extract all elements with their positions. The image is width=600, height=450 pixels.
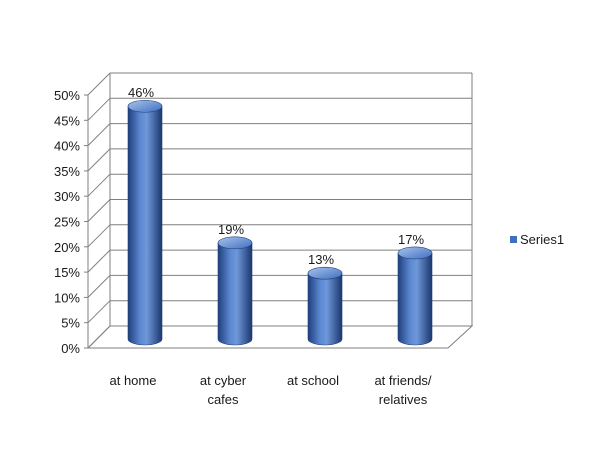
y-tick-label: 50% xyxy=(54,88,80,103)
bar-body xyxy=(127,105,163,346)
y-axis-ticks: 0% 5% 10% 15% 20% 25% 30% 35% 40% 45% 50% xyxy=(54,88,88,356)
bar-2[interactable] xyxy=(217,236,253,346)
x-category-label: at school xyxy=(287,373,339,388)
data-label: 17% xyxy=(398,232,424,247)
bar-body xyxy=(397,252,433,346)
y-tick-label: 25% xyxy=(54,215,80,230)
gridline-side xyxy=(87,325,111,349)
bar-4[interactable] xyxy=(397,246,433,346)
y-tick-label: 15% xyxy=(54,265,80,280)
x-category-label: at cyber cafes xyxy=(200,373,247,407)
gridline-side xyxy=(87,97,111,121)
gridline-side xyxy=(87,199,111,222)
data-label: 19% xyxy=(218,222,244,237)
bar-cap xyxy=(307,266,343,280)
y-tick-label: 10% xyxy=(54,290,80,305)
gridline-side xyxy=(87,148,111,172)
data-labels: 46% 19% 13% 17% xyxy=(128,85,424,267)
x-category-label: at friends/relatives xyxy=(374,373,431,407)
gridline-side xyxy=(87,224,111,248)
y-tick-label: 35% xyxy=(54,164,80,179)
gridline-side xyxy=(87,173,111,197)
gridlines xyxy=(87,72,472,349)
legend-swatch-series1 xyxy=(510,236,517,243)
y-tick-label: 5% xyxy=(61,316,80,331)
y-tick-label: 45% xyxy=(54,113,80,128)
bar-3[interactable] xyxy=(307,266,343,346)
x-axis-categories: at home at cyber cafes at school at friends/… xyxy=(110,373,432,407)
y-tick-label: 0% xyxy=(61,341,80,356)
bars xyxy=(127,99,433,346)
legend-label-series1: Series1 xyxy=(520,232,564,247)
data-label: 46% xyxy=(128,85,154,100)
y-tick-label: 40% xyxy=(54,139,80,154)
bar-body xyxy=(307,272,343,346)
gridline-side xyxy=(87,123,111,146)
bar-cap xyxy=(127,99,163,113)
bar-1[interactable] xyxy=(127,99,163,346)
x-category-label: at home xyxy=(110,373,157,388)
bar-cap xyxy=(397,246,433,260)
gridline-side xyxy=(87,72,111,96)
bar-cap xyxy=(217,236,253,250)
gridline-side xyxy=(87,249,111,273)
bar-body xyxy=(217,242,253,346)
legend[interactable]: Series1 xyxy=(510,232,564,247)
gridline-side xyxy=(87,300,111,324)
y-tick-label: 20% xyxy=(54,240,80,255)
data-label: 13% xyxy=(308,252,334,267)
gridline-side xyxy=(87,275,111,298)
y-tick-label: 30% xyxy=(54,189,80,204)
